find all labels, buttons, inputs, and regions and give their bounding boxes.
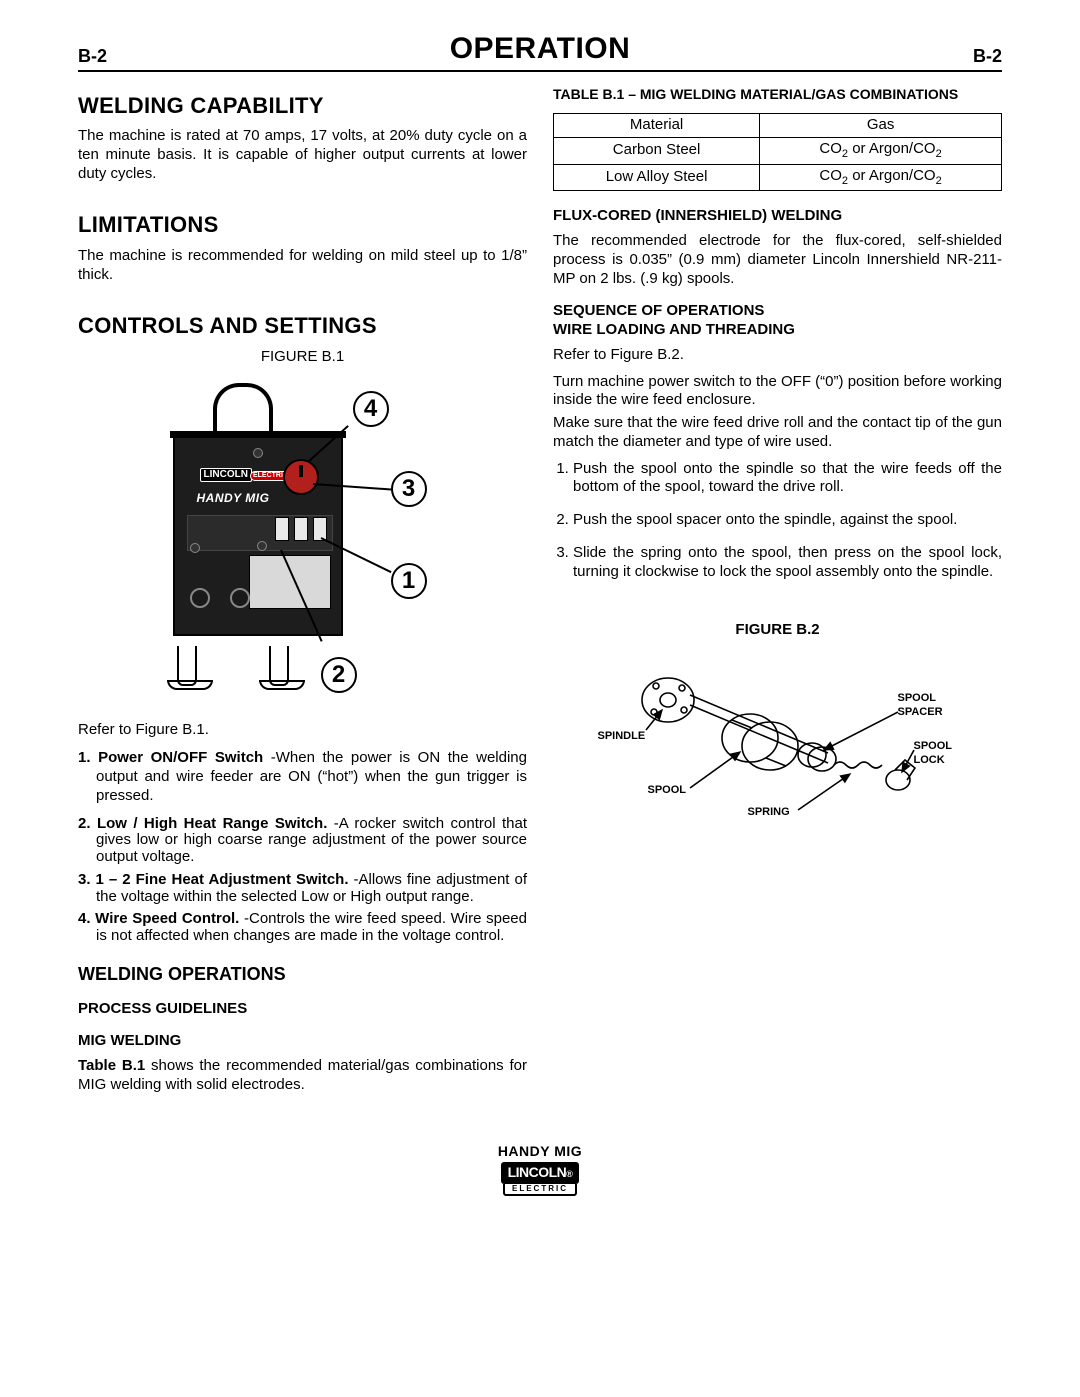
- spec-plate-icon: [249, 555, 331, 609]
- item-num: 3.: [78, 871, 91, 888]
- wire-speed-knob-icon: [283, 459, 319, 495]
- welding-capability-heading: WELDING CAPABILITY: [78, 92, 527, 120]
- logo-bottom: ELECTRIC: [503, 1184, 577, 1196]
- brand-lincoln: LINCOLN: [200, 468, 252, 483]
- callout-3: 3: [391, 471, 427, 507]
- control-item-3: 3. 1 – 2 Fine Heat Adjustment Switch. -A…: [78, 872, 527, 906]
- header-title: OPERATION: [450, 30, 631, 68]
- callout-number: 2: [321, 657, 357, 693]
- rocker-icon: [275, 517, 289, 541]
- list-item: Push the spool spacer onto the spindle, …: [573, 511, 1002, 530]
- figure-b2-drawing: SPINDLE SPOOL SPOOL SPACER SPOOL LOCK SP…: [598, 650, 958, 830]
- control-item-2: 2. Low / High Heat Range Switch. -A rock…: [78, 816, 527, 866]
- table-row: Low Alloy Steel CO2 or Argon/CO2: [554, 164, 1002, 191]
- callout-number: 1: [391, 563, 427, 599]
- footer-product: HANDY MIG: [78, 1143, 1002, 1161]
- table-header-gas: Gas: [760, 114, 1002, 138]
- welding-operations-heading: WELDING OPERATIONS: [78, 963, 527, 986]
- item-bold: Low / High Heat Range Switch.: [97, 815, 327, 832]
- callout-2: 2: [321, 657, 357, 693]
- brand-plate: LINCOLNELECTRIC: [200, 468, 291, 483]
- wire-loading-steps: Push the spool onto the spindle so that …: [553, 460, 1002, 582]
- rocker-icon: [313, 517, 327, 541]
- foot-icon: [167, 680, 213, 690]
- item-bold: 1 – 2 Fine Heat Adjustment Switch.: [96, 871, 349, 888]
- table-cell: CO2 or Argon/CO2: [760, 137, 1002, 164]
- spool-spacer-label: SPOOL SPACER: [898, 692, 943, 720]
- list-item: Push the spool onto the spindle so that …: [573, 460, 1002, 498]
- header-left: B-2: [78, 45, 107, 68]
- machine-body-icon: LINCOLNELECTRIC HANDY MIG: [173, 431, 343, 636]
- control-item-4: 4. Wire Speed Control. -Controls the wir…: [78, 911, 527, 945]
- limitations-heading: LIMITATIONS: [78, 211, 527, 239]
- rocker-switches-icon: [275, 517, 327, 541]
- lincoln-logo-icon: LINCOLN®: [501, 1162, 580, 1184]
- mig-body-rest: shows the recommended material/gas combi…: [78, 1057, 527, 1093]
- table-cell: Low Alloy Steel: [554, 164, 760, 191]
- screw-icon: [253, 448, 263, 458]
- rocker-icon: [294, 517, 308, 541]
- spindle-label: SPINDLE: [598, 730, 646, 744]
- callout-1: 1: [391, 563, 427, 599]
- spring-label: SPRING: [748, 806, 790, 820]
- sequence-heading-1: SEQUENCE OF OPERATIONS: [553, 302, 1002, 321]
- item-num: 1.: [78, 749, 91, 766]
- foot-icon: [259, 680, 305, 690]
- refer-figure-b1: Refer to Figure B.1.: [78, 721, 527, 740]
- table-header-material: Material: [554, 114, 760, 138]
- machine-handle-icon: [213, 383, 273, 433]
- process-guidelines-heading: PROCESS GUIDELINES: [78, 1000, 527, 1019]
- item-bold: Wire Speed Control.: [95, 910, 239, 927]
- spool-lock-label: SPOOL LOCK: [914, 740, 953, 768]
- spool-assembly-icon: [598, 650, 958, 830]
- output-port-icon: [190, 588, 210, 608]
- figure-b1-label: FIGURE B.1: [78, 348, 527, 367]
- item-num: 2.: [78, 815, 91, 832]
- callout-number: 4: [353, 391, 389, 427]
- mig-intro-body: Table B.1 shows the recommended material…: [78, 1057, 527, 1095]
- controls-heading: CONTROLS AND SETTINGS: [78, 312, 527, 340]
- mig-welding-heading: MIG WELDING: [78, 1032, 527, 1051]
- list-item: Slide the spring onto the spool, then pr…: [573, 544, 1002, 582]
- header-right: B-2: [973, 45, 1002, 68]
- table-b1-title: TABLE B.1 – MIG WELDING MATERIAL/GAS COM…: [553, 86, 1002, 104]
- table-row: Carbon Steel CO2 or Argon/CO2: [554, 137, 1002, 164]
- limitations-body: The machine is recommended for welding o…: [78, 247, 527, 285]
- table-header-row: Material Gas: [554, 114, 1002, 138]
- flux-cored-heading: FLUX-CORED (INNERSHIELD) WELDING: [553, 207, 1002, 226]
- seq-p2: Make sure that the wire feed drive roll …: [553, 414, 1002, 452]
- controls-list: 1. Power ON/OFF Switch -When the power i…: [78, 749, 527, 945]
- callout-number: 3: [391, 471, 427, 507]
- sequence-heading-2: WIRE LOADING AND THREADING: [553, 321, 1002, 340]
- welding-capability-body: The machine is rated at 70 amps, 17 volt…: [78, 127, 527, 183]
- refer-figure-b2: Refer to Figure B.2.: [553, 346, 1002, 365]
- table-cell: CO2 or Argon/CO2: [760, 164, 1002, 191]
- output-port-icon: [230, 588, 250, 608]
- item-num: 4.: [78, 910, 91, 927]
- mig-table: Material Gas Carbon Steel CO2 or Argon/C…: [553, 113, 1002, 191]
- screw-icon: [190, 543, 200, 553]
- figure-b2-label: FIGURE B.2: [553, 621, 1002, 640]
- page-header: B-2 OPERATION B-2: [78, 30, 1002, 72]
- page-footer: HANDY MIG LINCOLN® ELECTRIC: [78, 1143, 1002, 1196]
- seq-p1: Turn machine power switch to the OFF (“0…: [553, 373, 1002, 411]
- logo-top: LINCOLN: [508, 1164, 567, 1180]
- table-cell: Carbon Steel: [554, 137, 760, 164]
- handy-mig-label: HANDY MIG: [197, 491, 270, 506]
- figure-b1-drawing: LINCOLNELECTRIC HANDY MIG: [153, 373, 453, 713]
- item-bold: Power ON/OFF Switch: [98, 749, 263, 766]
- callout-4: 4: [353, 391, 389, 427]
- screw-icon: [257, 541, 267, 551]
- flux-cored-body: The recommended electrode for the flux-c…: [553, 232, 1002, 288]
- mig-body-bold: Table B.1: [78, 1057, 145, 1074]
- control-item-1: 1. Power ON/OFF Switch -When the power i…: [78, 749, 527, 805]
- left-column: WELDING CAPABILITY The machine is rated …: [78, 86, 527, 1103]
- right-column: TABLE B.1 – MIG WELDING MATERIAL/GAS COM…: [553, 86, 1002, 1103]
- content-columns: WELDING CAPABILITY The machine is rated …: [78, 86, 1002, 1103]
- spool-label: SPOOL: [648, 784, 687, 798]
